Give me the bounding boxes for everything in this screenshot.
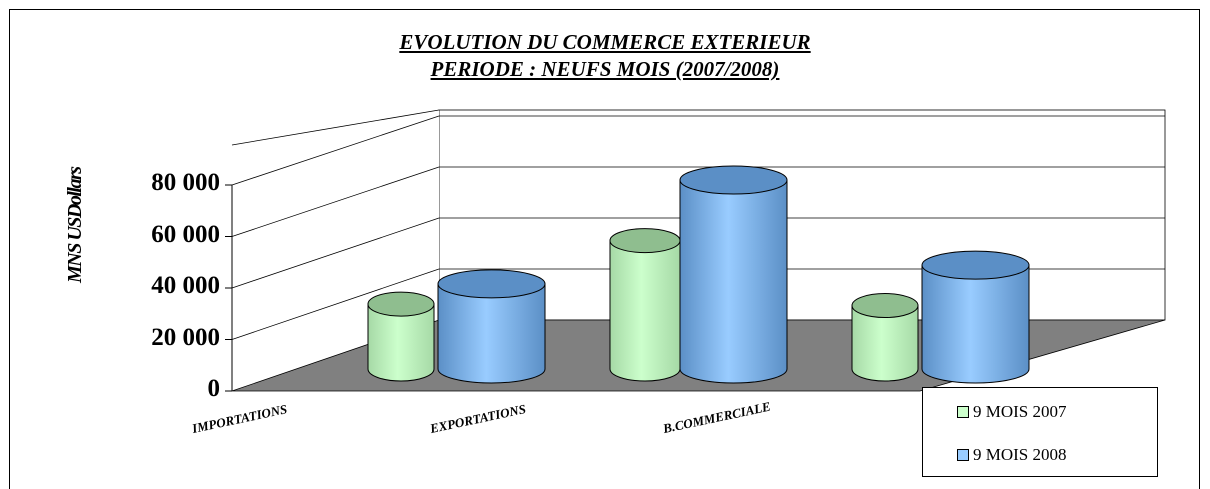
gridline-side xyxy=(231,217,440,289)
bar-2007-bcommerciale-top xyxy=(851,293,919,319)
gridline-side xyxy=(231,115,440,186)
chart-subtitle: PERIODE : NEUFS MOIS (2007/2008) xyxy=(430,57,780,81)
gridline-side xyxy=(231,268,440,340)
bar-2008-exportations xyxy=(679,179,788,384)
chart-title: EVOLUTION DU COMMERCE EXTERIEUR xyxy=(399,30,811,54)
legend-item-2007: 9 MOIS 2007 xyxy=(957,402,1067,422)
bar-2007-importations xyxy=(367,303,435,382)
gridline-side xyxy=(231,166,440,237)
bar-2008-bcommerciale xyxy=(921,264,1030,384)
bar-2007-importations-top xyxy=(367,291,435,317)
bar-2008-importations-top xyxy=(437,269,546,299)
legend-label-2007: 9 MOIS 2007 xyxy=(973,402,1067,421)
y-tick-label: 0 xyxy=(207,375,221,402)
bar-2008-importations xyxy=(437,283,546,384)
legend: 9 MOIS 2007 9 MOIS 2008 xyxy=(922,387,1158,477)
legend-swatch-2008 xyxy=(957,449,969,461)
y-tick-label: 60 000 xyxy=(151,220,220,248)
bar-2007-bcommerciale xyxy=(851,305,919,382)
legend-label-2008: 9 MOIS 2008 xyxy=(973,445,1067,464)
back-wall xyxy=(438,109,1166,321)
bar-2007-exportations xyxy=(609,240,681,382)
y-tick-label: 20 000 xyxy=(151,323,220,351)
bar-2008-bcommerciale-top xyxy=(921,250,1030,280)
bar-2007-exportations-top xyxy=(609,228,681,254)
side-wall-top xyxy=(231,109,440,146)
y-tick-label: 40 000 xyxy=(151,272,220,299)
legend-swatch-2007 xyxy=(957,406,969,418)
y-axis-label: MNS USDollars xyxy=(64,167,86,283)
y-tick-label: 80 000 xyxy=(151,169,220,196)
legend-item-2008: 9 MOIS 2008 xyxy=(957,445,1067,465)
bar-2008-exportations-top xyxy=(679,165,788,195)
